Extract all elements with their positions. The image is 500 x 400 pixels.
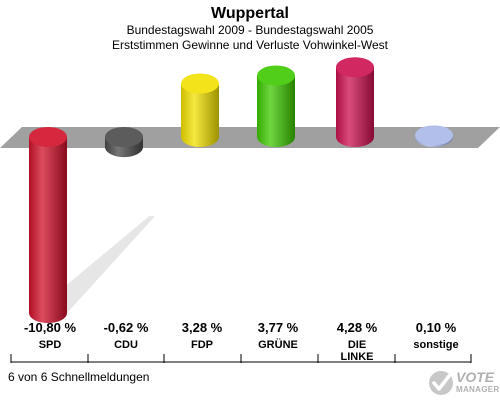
bar-sonstige [415, 125, 453, 147]
category-label-line: sonstige [413, 339, 459, 351]
bar-top-cap [29, 127, 67, 147]
bar-bottom-cap [336, 127, 374, 147]
category-label-gr-ne: GRÜNE [243, 339, 313, 351]
bar-top-cap [336, 57, 374, 78]
bar-cdu [105, 127, 143, 158]
category-label-line: GRÜNE [258, 339, 298, 351]
bar-bottom-cap [29, 303, 67, 324]
bar-gr-ne [257, 65, 295, 147]
logo-text-vote: VOTE [456, 369, 495, 385]
bar-bottom-cap [257, 127, 295, 147]
category-label-line: FDP [191, 339, 213, 351]
bar-body [336, 67, 374, 137]
value-label-die-linke: 4,28 % [336, 320, 378, 335]
category-label-line: CDU [114, 339, 138, 351]
category-label-line: DIE [347, 339, 367, 351]
category-label-die-linke: DIE LINKE [322, 339, 392, 363]
category-label-cdu: CDU [91, 339, 161, 351]
category-label-fdp: FDP [167, 339, 237, 351]
bar-die-linke [336, 57, 374, 147]
chart-subtitle-2: Erststimmen Gewinne und Verluste Vohwink… [112, 38, 388, 52]
bar-body [29, 137, 67, 314]
value-label-sonstige: 0,10 % [415, 320, 457, 335]
bar-fdp [181, 73, 219, 147]
bar-top-cap [181, 73, 219, 94]
category-label-sonstige: sonstige [401, 339, 471, 351]
checkmark-icon [429, 371, 453, 395]
category-label-spd: SPD [15, 339, 85, 351]
votemanager-logo: VOTE MANAGER [428, 366, 500, 398]
bar-top-cap [415, 125, 453, 146]
logo-text-manager: MANAGER [456, 385, 500, 394]
value-label-fdp: 3,28 % [181, 320, 223, 335]
bar-body [257, 75, 295, 137]
category-label-line: SPD [38, 339, 62, 351]
chart-header: Wuppertal Bundestagswahl 2009 - Bundesta… [0, 4, 500, 53]
bar-top-cap [105, 127, 143, 147]
category-label-line: LINKE [340, 351, 374, 363]
bar-spd [29, 127, 156, 324]
value-label-gr-ne: 3,77 % [257, 320, 299, 335]
bar-bottom-cap [181, 127, 219, 147]
chart-title: Wuppertal [211, 5, 289, 22]
value-label-spd: -10,80 % [23, 320, 77, 335]
chart-subtitle: Bundestagswahl 2009 - Bundestagswahl 200… [126, 23, 374, 37]
value-label-cdu: -0,62 % [103, 320, 149, 335]
bar-top-cap [257, 65, 295, 86]
status-text: 6 von 6 Schnellmeldungen [8, 370, 150, 384]
